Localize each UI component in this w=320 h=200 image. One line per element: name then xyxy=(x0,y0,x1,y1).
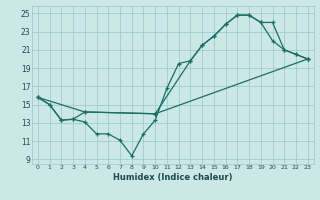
X-axis label: Humidex (Indice chaleur): Humidex (Indice chaleur) xyxy=(113,173,233,182)
